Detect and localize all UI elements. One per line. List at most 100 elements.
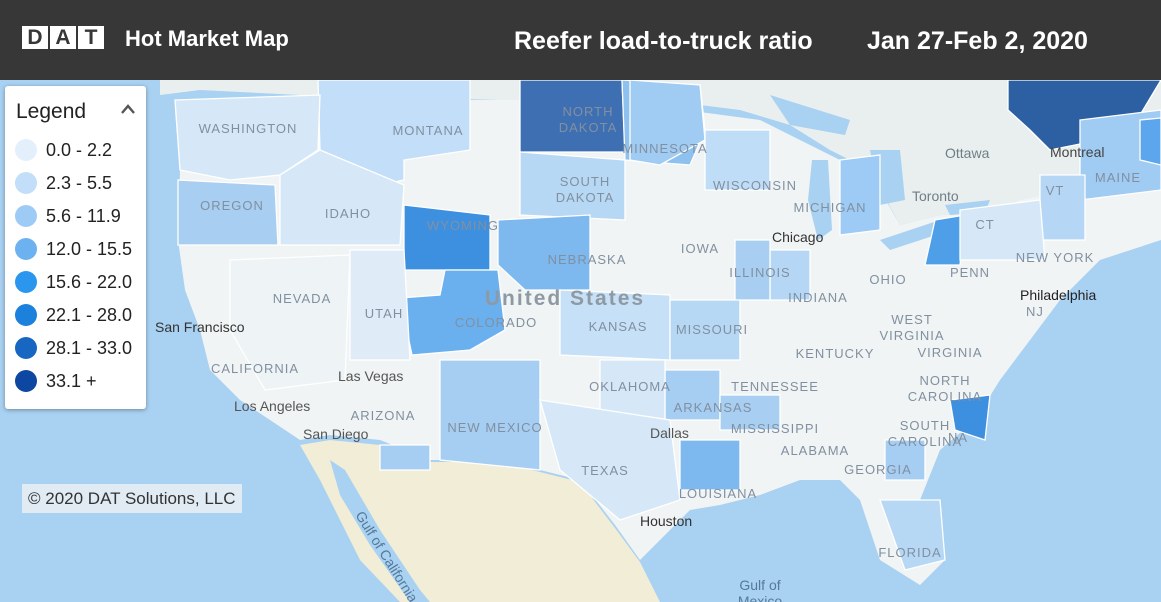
app-title: Hot Market Map — [125, 26, 289, 51]
region-nevada-california — [229, 254, 351, 391]
state-label-na: NA — [948, 430, 968, 445]
state-label-mississippi: MISSISSIPPI — [731, 421, 819, 436]
city-label-san-francisco: San Francisco — [155, 319, 245, 335]
legend-range: 33.1 + — [46, 370, 97, 391]
state-label-oregon: OREGON — [200, 198, 264, 213]
state-label-indiana: INDIANA — [788, 290, 848, 305]
legend-panel: Legend 0.0 - 2.2 2.3 - 5.5 5.6 - 11.9 12… — [5, 86, 146, 409]
region-mississippi — [719, 394, 781, 431]
state-label-south-carolina: SOUTH CAROLINA — [888, 418, 962, 449]
city-label-philadelphia: Philadelphia — [1020, 287, 1096, 303]
legend-item: 2.3 - 5.5 — [15, 171, 112, 195]
legend-item: 0.0 - 2.2 — [15, 138, 112, 162]
region-north-carolina-coast — [949, 394, 991, 441]
state-label-maine: MAINE — [1095, 170, 1141, 185]
city-label-las-vegas: Las Vegas — [338, 368, 403, 384]
state-label-illinois: ILLINOIS — [729, 265, 790, 280]
state-label-vt: VT — [1046, 183, 1065, 198]
logo-letter-t: T — [78, 26, 104, 49]
state-label-arizona: ARIZONA — [351, 408, 416, 423]
state-label-georgia: GEORGIA — [844, 462, 912, 477]
region-new-york — [959, 199, 1046, 261]
state-label-new-mexico: NEW MEXICO — [447, 420, 542, 435]
state-label-utah: UTAH — [365, 306, 403, 321]
market-regions — [174, 80, 1161, 571]
region-pennsylvania — [924, 214, 966, 266]
legend-swatch — [15, 370, 37, 392]
region-louisiana-east — [679, 439, 741, 491]
city-label-ottawa: Ottawa — [945, 145, 990, 161]
region-utah — [349, 249, 411, 361]
region-wisconsin — [704, 129, 771, 191]
legend-item: 12.0 - 15.5 — [15, 237, 132, 261]
state-label-florida: FLORIDA — [878, 545, 941, 560]
metric-title: Reefer load-to-truck ratio — [514, 27, 813, 55]
legend-range: 5.6 - 11.9 — [46, 205, 121, 226]
legend-range: 0.0 - 2.2 — [46, 139, 113, 160]
header-bar: D A T Hot Market Map Reefer load-to-truc… — [0, 0, 1161, 80]
state-label-north-carolina: NORTH CAROLINA — [908, 373, 982, 404]
state-label-ohio: OHIO — [869, 272, 906, 287]
legend-range: 22.1 - 28.0 — [46, 304, 133, 325]
state-label-washington: WASHINGTON — [199, 121, 298, 136]
logo-letter-d: D — [22, 26, 48, 49]
region-wyoming — [403, 204, 491, 271]
legend-swatch — [15, 337, 37, 359]
state-label-south-dakota: SOUTH DAKOTA — [556, 174, 615, 205]
hot-market-map[interactable]: United States WASHINGTON MONTANA NORTH DA… — [0, 80, 1161, 602]
state-label-minnesota: MINNESOTA — [622, 141, 707, 156]
legend-item: 28.1 - 33.0 — [15, 336, 132, 360]
legend-swatch — [15, 205, 37, 227]
state-label-montana: MONTANA — [392, 123, 463, 138]
region-nebraska — [497, 214, 591, 291]
lake-superior — [770, 95, 850, 135]
state-label-tennessee: TENNESSEE — [731, 379, 819, 394]
state-label-colorado: COLORADO — [455, 315, 537, 330]
state-label-iowa: IOWA — [681, 241, 719, 256]
city-labels: Ottawa Montreal Toronto Chicago Philadel… — [155, 144, 1104, 529]
state-labels: WASHINGTON MONTANA NORTH DAKOTA MINNESOTA… — [199, 104, 1141, 560]
state-label-idaho: IDAHO — [325, 206, 371, 221]
water-label-mexico: Mexico — [738, 593, 783, 602]
water-label-gulf-of: Gulf of — [739, 577, 780, 593]
legend-title: Legend — [16, 100, 87, 123]
region-new-brunswick — [1139, 117, 1161, 166]
dat-logo: D A T — [22, 26, 104, 49]
legend-range: 28.1 - 33.0 — [46, 337, 133, 358]
legend-swatch — [15, 172, 37, 194]
city-label-chicago: Chicago — [772, 229, 824, 245]
legend-range: 12.0 - 15.5 — [46, 238, 133, 259]
chevron-up-icon[interactable] — [120, 102, 136, 116]
city-label-san-diego: San Diego — [303, 426, 369, 442]
state-label-texas: TEXAS — [581, 463, 629, 478]
region-quebec — [1007, 80, 1161, 151]
state-label-arkansas: ARKANSAS — [674, 400, 753, 415]
legend-item: 33.1 + — [15, 369, 97, 393]
lake-erie — [880, 220, 945, 250]
gulf-of-california — [330, 460, 430, 602]
region-colorado — [399, 269, 506, 356]
state-label-ct: NEW YORK — [1016, 250, 1095, 265]
state-label-missouri: MISSOURI — [676, 322, 748, 337]
city-label-toronto: Toronto — [912, 188, 959, 204]
region-illinois — [734, 239, 771, 301]
legend-swatch — [15, 304, 37, 326]
region-michigan — [839, 154, 881, 236]
region-florida — [879, 499, 946, 571]
state-label-penn: PENN — [950, 265, 990, 280]
lake-michigan — [808, 160, 832, 240]
legend-swatch — [15, 238, 37, 260]
logo-letter-a: A — [50, 26, 76, 49]
state-label-north-dakota: NORTH DAKOTA — [559, 104, 618, 135]
region-georgia-coast — [884, 439, 926, 481]
state-label-west-virginia: WEST VIRGINIA — [879, 312, 944, 343]
state-label-virginia: VIRGINIA — [917, 345, 982, 360]
state-label-louisiana: LOUISIANA — [679, 486, 757, 501]
city-label-los-angeles: Los Angeles — [234, 398, 310, 414]
state-label-alabama: ALABAMA — [781, 443, 849, 458]
city-label-houston: Houston — [640, 513, 692, 529]
region-idaho — [279, 149, 405, 246]
legend-item: 22.1 - 28.0 — [15, 303, 132, 327]
state-label-kansas: KANSAS — [589, 319, 648, 334]
copyright-notice: © 2020 DAT Solutions, LLC — [22, 484, 242, 513]
